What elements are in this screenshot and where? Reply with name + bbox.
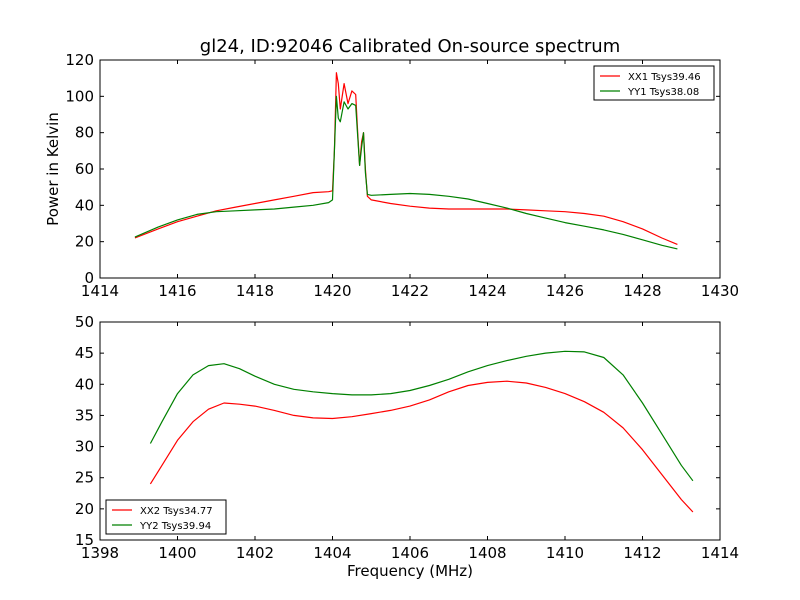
- x-tick-label: 1406: [391, 544, 429, 562]
- y-tick-label: 20: [75, 500, 94, 518]
- x-tick-label: 1414: [81, 282, 119, 300]
- legend: XX2 Tsys34.77 YY2 Tsys39.94: [105, 499, 227, 535]
- legend-label: XX2 Tsys34.77: [140, 506, 213, 517]
- y-tick-label: 15: [75, 531, 94, 549]
- legend-label: XX1 Tsys39.46: [628, 72, 701, 83]
- series-line-yy1: [134, 95, 678, 250]
- y-tick-label: 45: [75, 344, 94, 362]
- y-tick-label: 100: [65, 87, 94, 105]
- y-tick-label: 40: [75, 375, 94, 393]
- y-tick-label: 0: [84, 269, 94, 287]
- x-tick-label: 1400: [158, 544, 196, 562]
- x-tick-label: 1404: [313, 544, 351, 562]
- x-tick-label: 1402: [236, 544, 274, 562]
- x-tick-label: 1420: [313, 282, 351, 300]
- legend-box: [105, 499, 227, 535]
- chart-title: gl24, ID:92046 Calibrated On-source spec…: [200, 36, 620, 57]
- series-line-yy2: [149, 350, 694, 482]
- x-tick-label: 1398: [81, 544, 119, 562]
- x-tick-label: 1414: [701, 544, 739, 562]
- x-tick-label: 1408: [468, 544, 506, 562]
- x-tick-label: 1424: [468, 282, 506, 300]
- y-tick-label: 50: [75, 313, 94, 331]
- series-line-xx2: [149, 380, 694, 513]
- x-tick-label: 1430: [701, 282, 739, 300]
- y-tick-label: 60: [75, 160, 94, 178]
- x-tick-label: 1428: [623, 282, 661, 300]
- legend-box: [593, 65, 715, 101]
- y-axis-label: Power in Kelvin: [44, 112, 62, 226]
- y-tick-label: 35: [75, 406, 94, 424]
- x-tick-label: 1418: [236, 282, 274, 300]
- plots-layer: 1414 1416 1418 1420 1422 1424 1426 1428 1430 0 20 4…: [44, 36, 739, 580]
- chart-1: 1414 1416 1418 1420 1422 1424 1426 1428 1430 0 20 4…: [44, 36, 739, 300]
- y-tick-label: 120: [65, 51, 94, 69]
- x-tick-label: 1412: [623, 544, 661, 562]
- legend-label: YY1 Tsys38.08: [627, 87, 699, 98]
- y-tick-label: 30: [75, 438, 94, 456]
- chart-2: 1398 1400 1402 1404 1406 1408 1410 1412 1414 15 20…: [75, 313, 739, 580]
- legend: XX1 Tsys39.46 YY1 Tsys38.08: [593, 65, 715, 101]
- y-tick-label: 20: [75, 233, 94, 251]
- y-tick-label: 80: [75, 124, 94, 142]
- y-tick-label: 40: [75, 196, 94, 214]
- y-tick-label: 25: [75, 469, 94, 487]
- x-tick-label: 1410: [546, 544, 584, 562]
- x-tick-label: 1426: [546, 282, 584, 300]
- legend-label: YY2 Tsys39.94: [139, 521, 211, 532]
- x-axis-label: Frequency (MHz): [347, 562, 473, 580]
- x-tick-label: 1422: [391, 282, 429, 300]
- x-tick-label: 1416: [158, 282, 196, 300]
